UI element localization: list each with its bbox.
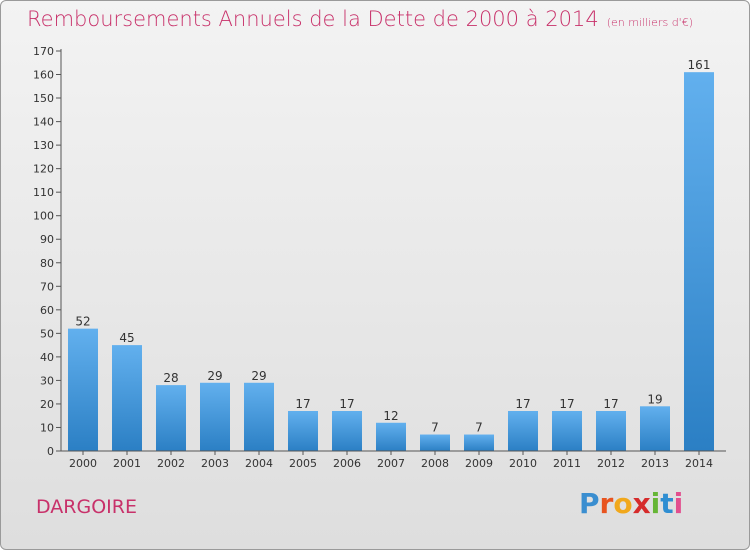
bar-value-label: 17 <box>295 397 310 411</box>
bar-value-label: 17 <box>339 397 354 411</box>
y-tick-label: 40 <box>40 351 54 364</box>
chart-title-text: Remboursements Annuels de la Dette de 20… <box>27 7 599 31</box>
y-tick-label: 150 <box>33 92 54 105</box>
x-tick-label: 2010 <box>509 457 537 470</box>
bar <box>200 382 230 451</box>
chart-title: Remboursements Annuels de la Dette de 20… <box>27 7 693 31</box>
y-tick-label: 50 <box>40 327 54 340</box>
y-tick-label: 60 <box>40 304 54 317</box>
x-tick-label: 2002 <box>157 457 185 470</box>
y-tick-label: 10 <box>40 421 54 434</box>
bar-value-label: 17 <box>515 397 530 411</box>
bar-value-label: 45 <box>119 331 134 345</box>
x-tick-label: 2003 <box>201 457 229 470</box>
bar-value-label: 28 <box>163 371 178 385</box>
bar <box>464 434 494 451</box>
bar-value-label: 161 <box>688 58 711 72</box>
y-tick-label: 100 <box>33 210 54 223</box>
y-tick-label: 110 <box>33 186 54 199</box>
y-tick-label: 20 <box>40 398 54 411</box>
y-axis: 0 10 20 30 40 50 60 70 80 90 100 110 120 130 140 150 160… <box>33 45 62 458</box>
logo-letter: P <box>579 487 600 520</box>
bar <box>68 328 98 451</box>
x-tick-label: 2004 <box>245 457 273 470</box>
y-tick-label: 90 <box>40 233 54 246</box>
logo-letter: o <box>613 487 633 520</box>
bar-value-label: 12 <box>383 409 398 423</box>
x-tick-label: 2009 <box>465 457 493 470</box>
logo-letter: x <box>632 487 651 520</box>
x-tick-label: 2006 <box>333 457 361 470</box>
y-tick-label: 120 <box>33 163 54 176</box>
x-tick-label: 2011 <box>553 457 581 470</box>
x-tick-label: 2014 <box>685 457 713 470</box>
x-tick-label: 2007 <box>377 457 405 470</box>
proxiti-logo: Proxiti <box>579 487 683 520</box>
bar <box>156 385 186 451</box>
y-tick-label: 130 <box>33 139 54 152</box>
bar-value-label: 7 <box>475 421 483 435</box>
bar-value-label: 29 <box>207 369 222 383</box>
bar <box>684 72 714 452</box>
bar <box>640 406 670 451</box>
bar <box>112 345 142 451</box>
logo-letter: r <box>599 487 614 520</box>
bars: 52 45 28 29 29 17 17 12 7 7 17 17 17 19 161 <box>68 58 714 452</box>
bar-value-label: 52 <box>75 315 90 329</box>
bar-value-label: 17 <box>559 397 574 411</box>
bar <box>420 434 450 451</box>
bar <box>376 422 406 451</box>
bar <box>596 411 626 451</box>
x-tick-label: 2005 <box>289 457 317 470</box>
bar <box>244 382 274 451</box>
bar <box>332 411 362 451</box>
x-tick-label: 2001 <box>113 457 141 470</box>
y-tick-label: 160 <box>33 69 54 82</box>
x-tick-label: 2012 <box>597 457 625 470</box>
bar-value-label: 7 <box>431 421 439 435</box>
logo-letter: i <box>673 487 684 520</box>
bar-value-label: 17 <box>603 397 618 411</box>
y-tick-label: 0 <box>47 445 54 458</box>
bar <box>552 411 582 451</box>
y-tick-label: 170 <box>33 45 54 58</box>
bar-value-label: 29 <box>251 369 266 383</box>
logo-letter: i <box>650 487 661 520</box>
bar-value-label: 19 <box>647 392 662 406</box>
commune-name: DARGOIRE <box>36 496 137 518</box>
y-tick-label: 30 <box>40 374 54 387</box>
x-tick-label: 2008 <box>421 457 449 470</box>
y-tick-label: 70 <box>40 280 54 293</box>
logo-letter: t <box>660 487 674 520</box>
x-axis: 2000 2001 2002 2003 2004 2005 2006 2007 2008 2009… <box>61 450 726 470</box>
y-tick-label: 140 <box>33 116 54 129</box>
bar <box>508 411 538 451</box>
bar <box>288 411 318 451</box>
x-tick-label: 2013 <box>641 457 669 470</box>
y-tick-label: 80 <box>40 257 54 270</box>
x-tick-label: 2000 <box>69 457 97 470</box>
unit-label: (en milliers d'€) <box>606 16 693 29</box>
